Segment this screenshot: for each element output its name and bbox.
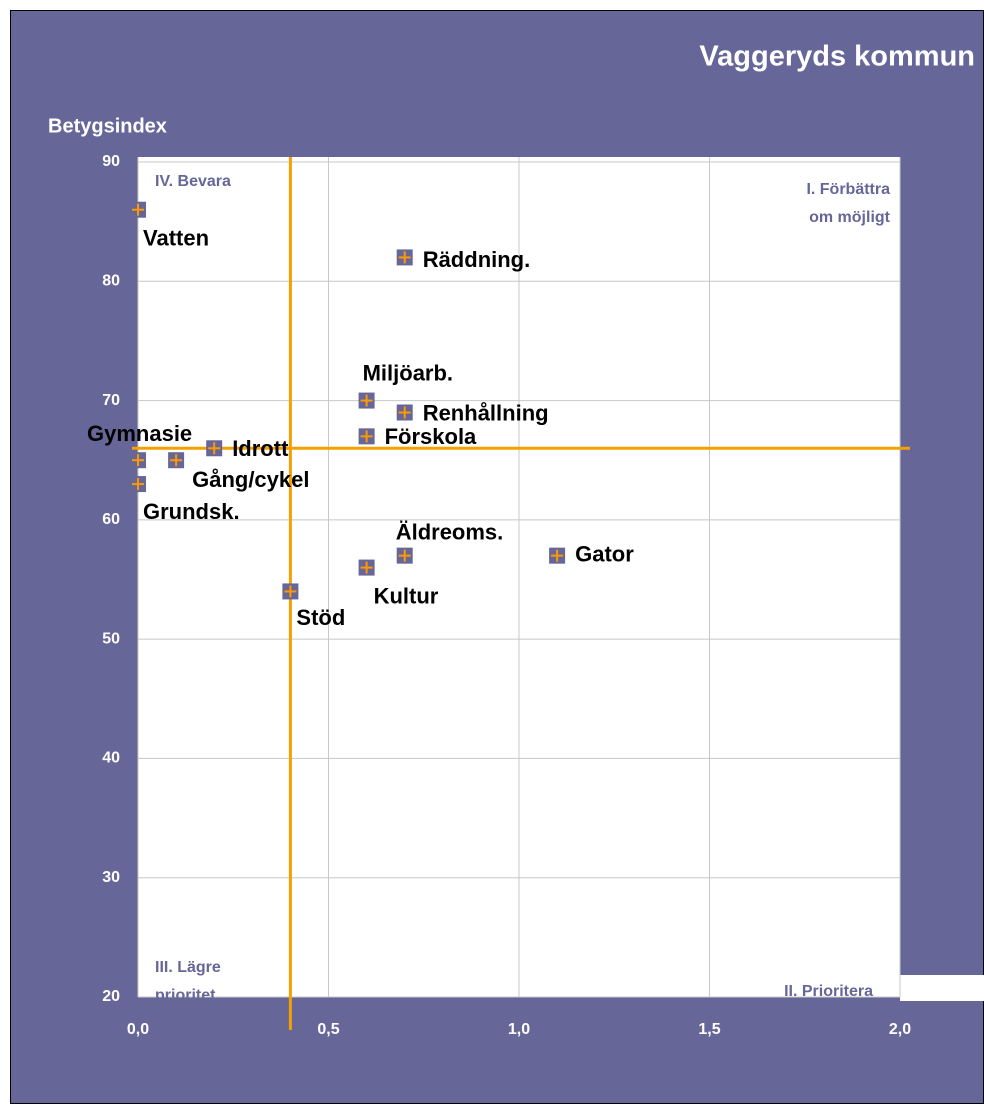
y-tick-label: 90: [102, 153, 120, 170]
x-tick-label: 1,0: [508, 1021, 530, 1038]
point-label: Gator: [575, 541, 634, 566]
quadrant-label: prioritet: [155, 987, 216, 1004]
quadrant-label: III. Lägre: [155, 959, 221, 976]
axis-label-box: [900, 975, 984, 1001]
point: [130, 476, 146, 493]
y-tick-label: 20: [102, 988, 120, 1005]
quadrant-label: om möjligt: [809, 209, 891, 226]
point: [358, 392, 375, 409]
point-label: Stöd: [296, 605, 345, 630]
point: [396, 249, 413, 266]
point: [206, 440, 223, 457]
point-label: Räddning.: [423, 247, 531, 272]
y-tick-label: 40: [102, 750, 120, 767]
point-label: Gymnasie: [87, 421, 192, 446]
quadrant-label: I. Förbättra: [806, 181, 890, 198]
point: [358, 559, 375, 576]
point-label: Miljöarb.: [363, 360, 453, 385]
point-label: Förskola: [385, 424, 477, 449]
x-tick-label: 0,5: [317, 1021, 339, 1038]
quadrant-label: II. Prioritera: [784, 983, 873, 1000]
point-label: Gång/cykel: [192, 467, 309, 492]
point-label: Kultur: [374, 583, 439, 608]
x-axis-label: Effekt: [905, 978, 961, 1000]
point: [168, 452, 185, 469]
point-label: Renhållning: [423, 400, 549, 425]
point-label: Idrott: [232, 436, 289, 461]
quadrant-label: IV. Bevara: [155, 173, 231, 190]
point: [358, 428, 375, 445]
point: [130, 452, 146, 469]
y-tick-label: 30: [102, 869, 120, 886]
x-tick-label: 1,5: [698, 1021, 720, 1038]
chart-title: Vaggeryds kommun: [699, 41, 975, 73]
y-tick-label: 70: [102, 392, 120, 409]
x-tick-label: 2,0: [889, 1021, 911, 1038]
point-label: Äldreoms.: [396, 519, 504, 544]
y-tick-label: 80: [102, 273, 120, 290]
point: [396, 404, 413, 421]
point: [396, 547, 413, 564]
y-tick-label: 50: [102, 630, 120, 647]
point-label: Grundsk.: [143, 499, 240, 524]
point: [282, 583, 299, 600]
x-tick-label: 0,0: [127, 1021, 149, 1038]
point-label: Vatten: [143, 226, 209, 251]
point: [130, 201, 146, 218]
y-axis-label: Betygsindex: [48, 115, 167, 137]
y-tick-label: 60: [102, 511, 120, 528]
point: [549, 547, 566, 564]
